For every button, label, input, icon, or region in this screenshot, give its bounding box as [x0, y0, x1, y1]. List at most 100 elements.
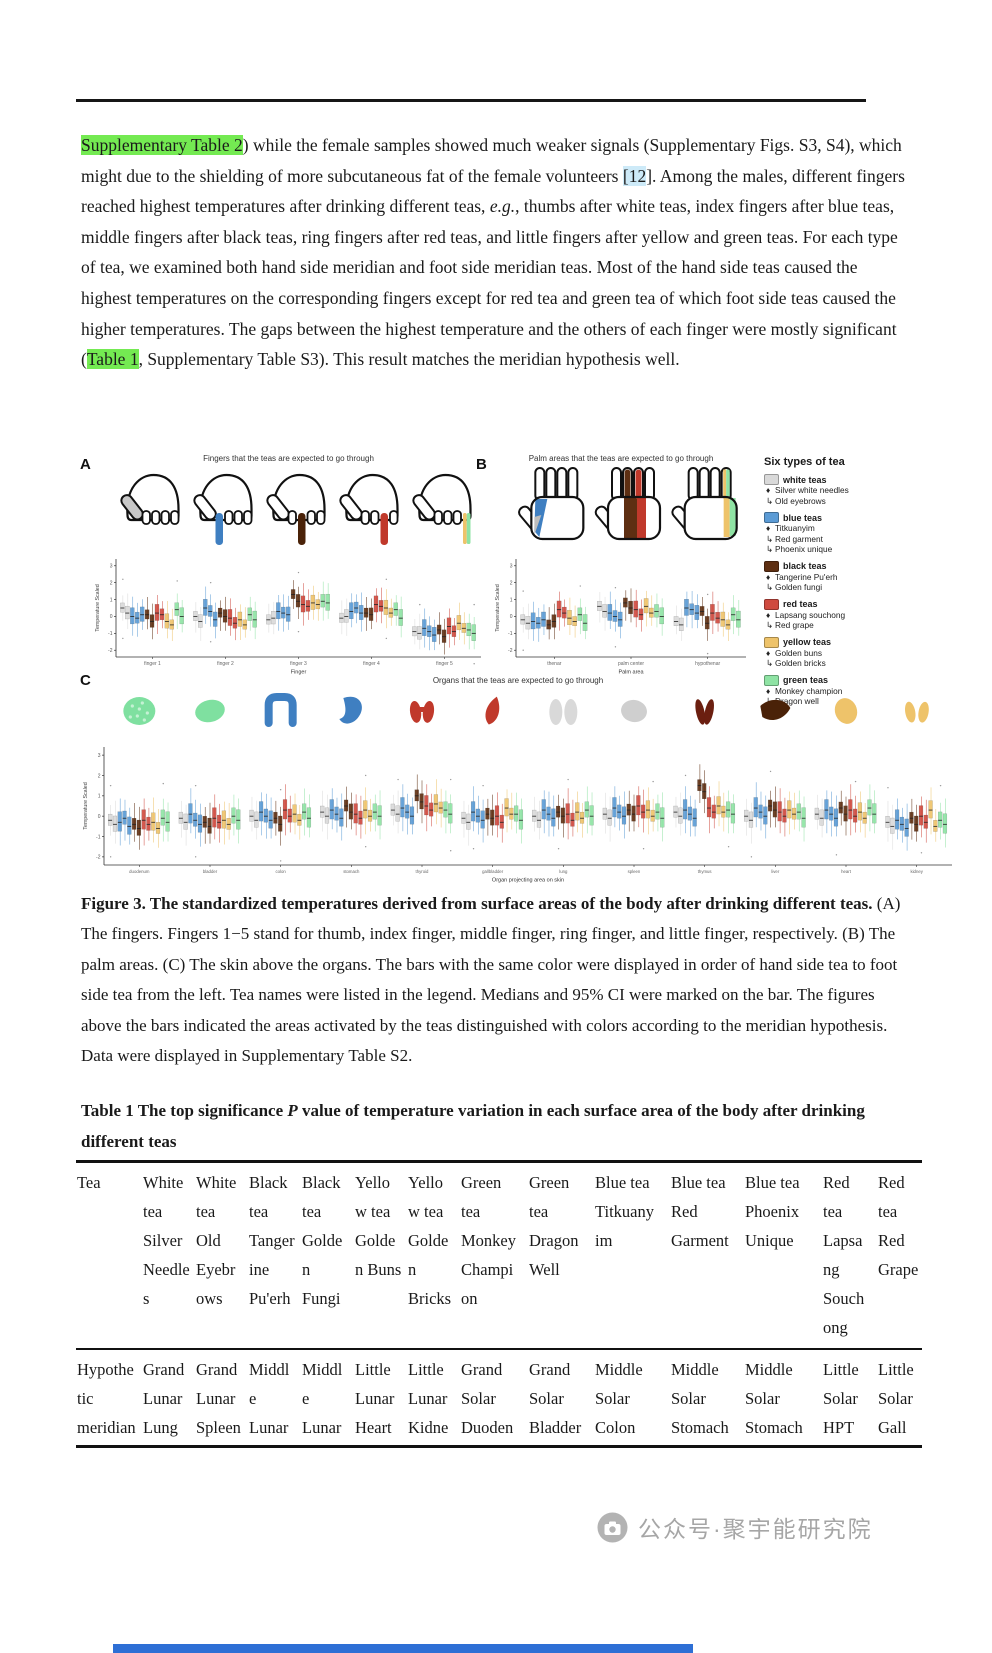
palm-icon-thenar [518, 467, 585, 541]
panel-c: Organs that the teas are expected to go … [80, 676, 956, 889]
text-segment: ) while the female samples showed much w… [81, 135, 902, 186]
table-cell: Blue tea Titkuany im [594, 1161, 670, 1350]
svg-text:-2: -2 [96, 855, 101, 861]
organ-icon-spleen [621, 699, 647, 723]
body-paragraph: Supplementary Table 2) while the female … [81, 130, 907, 375]
legend-item: ↳ Phoenix unique [766, 544, 833, 554]
svg-text:gallbladder: gallbladder [482, 869, 504, 874]
palm-icon-hypothenar [671, 467, 738, 541]
svg-text:stomach: stomach [343, 869, 360, 874]
svg-text:thyroid: thyroid [416, 869, 430, 874]
table-1-caption: Table 1 The top significance P value of … [81, 1096, 919, 1157]
svg-text:spleen: spleen [628, 869, 641, 874]
table-1: Tea White tea Silver Needle s White tea Ol… [76, 1160, 922, 1448]
legend-item: ♦ Silver white needles [766, 485, 849, 495]
foot-side-marker-icon: ↳ [766, 533, 773, 544]
boxplot-svg-A: 3 2 1 0 -1 -2 Temperature Scaled finger 1 finger… [95, 559, 481, 676]
foot-side-marker-icon: ↳ [766, 658, 773, 668]
svg-text:0: 0 [110, 614, 113, 620]
hand-side-marker-icon: ♦ [766, 647, 771, 658]
hand-side-marker-icon: ♦ [766, 685, 771, 696]
organ-icon-liver [760, 699, 791, 721]
text-segment: P [287, 1101, 298, 1120]
legend-swatch [764, 598, 779, 610]
table-row: Hypothe tic meridian Grand Lunar Lung Gran… [76, 1349, 922, 1447]
table-cell: Green tea Monkey Champi on [460, 1161, 528, 1350]
table-cell: Grand Lunar Spleen [196, 1360, 241, 1437]
figure-3-caption: Figure 3. The standardized temperatures … [81, 889, 919, 1071]
panel-c-label: C [80, 672, 91, 689]
table-cell: Grand Solar Bladder [529, 1360, 582, 1437]
legend-swatch [764, 674, 779, 686]
organ-icon-thyroid [409, 700, 435, 723]
panel-b-label: B [476, 456, 487, 473]
text-segment: [12 [622, 165, 647, 186]
hand-side-marker-icon: ♦ [766, 571, 771, 582]
text-segment: (A) The fingers. Fingers 1−5 stand for t… [81, 894, 901, 1066]
panel-a-boxplot: 3 2 1 0 -1 -2 Temperature Scaled finger 1 finger… [92, 554, 485, 681]
svg-text:3: 3 [98, 753, 101, 759]
table-cell: Tea [76, 1161, 142, 1350]
legend-item: ♦ Tangerine Pu'erh [766, 571, 838, 582]
panel-a-title: Fingers that the teas are expected to go… [203, 454, 374, 463]
svg-text:duodenum: duodenum [129, 869, 150, 874]
boxplot-svg-B: 3 2 1 0 -1 -2 Temperature Scaled thenar palm cen… [495, 559, 746, 676]
svg-text:0: 0 [98, 814, 101, 820]
figure-3: A B C Fingers that the teas are expected… [78, 450, 958, 884]
hand-icon-index-finger [193, 473, 253, 545]
legend-item: ↳ Old eyebrows [766, 495, 826, 506]
palm-icon-palm-center [594, 467, 662, 541]
table-cell: Hypothe tic meridian [77, 1360, 136, 1437]
svg-text:thenar: thenar [547, 661, 562, 667]
legend-item: ♦ Monkey champion [766, 685, 843, 696]
boxplot-svg-C: 3 2 1 0 -1 -2 Temperature Scaled duodenum bladde… [83, 747, 952, 884]
svg-text:Finger: Finger [291, 670, 307, 676]
legend-item: ♦ Lapsang souchong [766, 609, 846, 620]
svg-text:Temperature Scaled: Temperature Scaled [83, 782, 89, 829]
table-1-wrap: Tea White tea Silver Needle s White tea Ol… [76, 1160, 922, 1448]
table-cell: White tea Old Eyebr ows [195, 1161, 248, 1350]
organ-icons-row [80, 685, 956, 742]
table-cell: Yello w tea Golde n Bricks [407, 1161, 460, 1350]
hand-icon-middle-finger [266, 473, 326, 545]
table-cell: Little Solar HPT [823, 1360, 859, 1437]
table-cell: Middl e Lunar [302, 1360, 343, 1437]
legend-item: ↳ Golden fungi [766, 582, 823, 592]
svg-text:0: 0 [510, 614, 513, 620]
svg-text:finger 4: finger 4 [363, 661, 380, 667]
svg-text:finger 5: finger 5 [436, 661, 453, 667]
svg-text:2: 2 [98, 773, 101, 779]
svg-text:finger 2: finger 2 [217, 661, 234, 667]
table-cell: White tea Silver Needle s [142, 1161, 195, 1350]
organ-icon-lung [549, 699, 578, 725]
organ-icon-kidney [905, 701, 929, 723]
text-segment: , thumbs after white teas, index fingers… [81, 196, 898, 370]
legend-swatch [764, 560, 779, 572]
table-cell: Green tea Dragon Well [528, 1161, 594, 1350]
svg-text:kidney: kidney [910, 869, 923, 874]
legend-item: ♦ Titkuanyim [766, 523, 815, 533]
hand-icons-svg [120, 473, 472, 545]
text-segment: Table 1 The top significance [81, 1101, 288, 1120]
table-cell: Red tea Red Grape [877, 1161, 922, 1350]
table-cell: Little Lunar Heart [355, 1360, 395, 1437]
foot-side-marker-icon: ↳ [766, 544, 773, 554]
text-segment: Supplementary Table 2 [81, 135, 243, 155]
svg-text:finger 3: finger 3 [290, 661, 307, 667]
svg-text:-1: -1 [108, 631, 113, 637]
text-segment: Table 1 [86, 349, 139, 370]
legend-group-blue-teas: blue teas ♦ Titkuanyim ↳ Red garment ↳ Phoenix… [764, 512, 956, 555]
legend-item: ♦ Golden buns [766, 647, 823, 658]
table-cell: Middle Solar Stomach [745, 1360, 803, 1437]
organ-icon-thymus [695, 699, 714, 725]
legend-item: ↳ Golden bricks [766, 658, 826, 668]
svg-text:3: 3 [510, 564, 513, 570]
foot-side-marker-icon: ↳ [766, 620, 773, 630]
svg-text:heart: heart [841, 869, 852, 874]
hand-icon-ring-finger [339, 473, 399, 545]
text-segment: e.g. [489, 196, 516, 217]
table-cell: Blue tea Phoenix Unique [744, 1161, 822, 1350]
svg-text:-2: -2 [508, 648, 513, 654]
organ-icons-svg [123, 693, 929, 727]
svg-text:finger 1: finger 1 [144, 661, 161, 667]
